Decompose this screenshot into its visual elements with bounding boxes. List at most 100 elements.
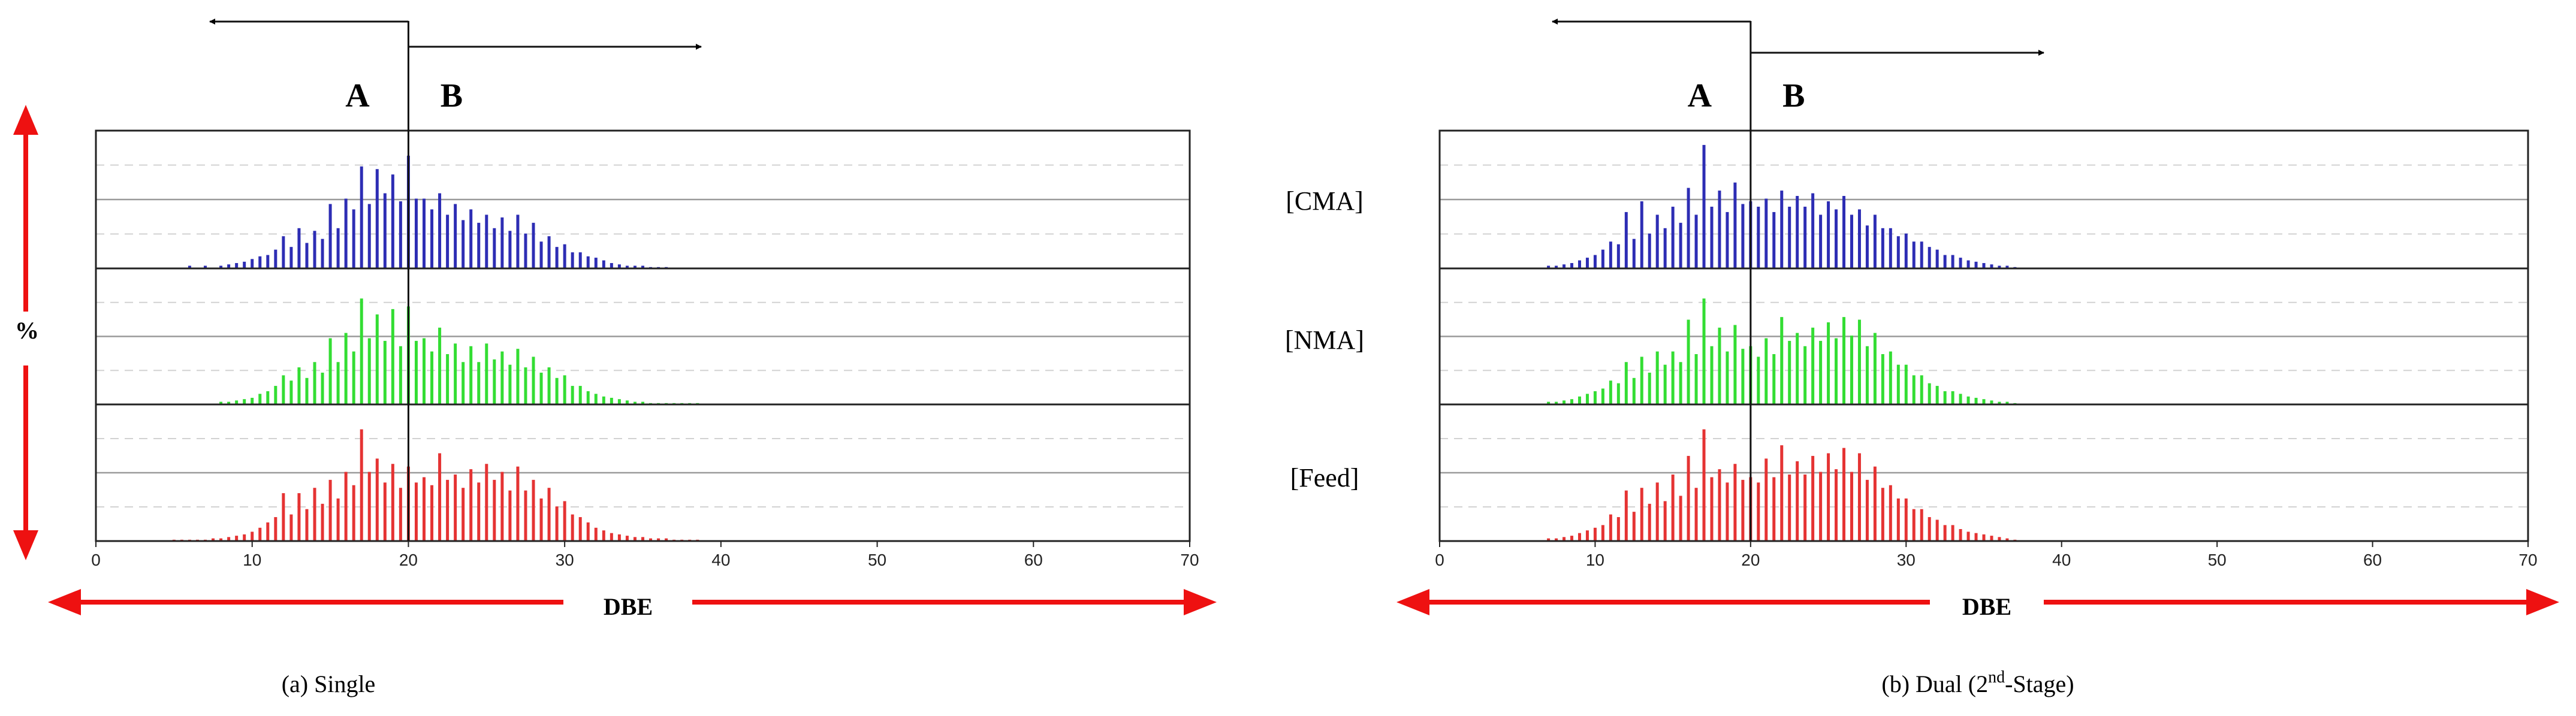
bar-nma-dual xyxy=(1803,346,1807,404)
bar-feed-single xyxy=(485,464,488,541)
bar-nma-dual xyxy=(1687,319,1690,404)
bar-feed-single xyxy=(547,488,551,541)
bar-cma-single xyxy=(282,236,285,268)
bar-cma-single xyxy=(438,193,442,268)
bar-nma-dual xyxy=(1679,362,1682,404)
bar-nma-single xyxy=(454,343,457,404)
bar-feed-single xyxy=(344,472,348,541)
panel-single: 0 10 20 30 40 50 60 70 A B DBE (a) Single xyxy=(48,19,1217,697)
bar-cma-dual xyxy=(2005,265,2009,268)
bar-cma-dual xyxy=(1912,241,1916,268)
bar-cma-single xyxy=(235,263,239,268)
bar-nma-single xyxy=(251,397,254,404)
bar-feed-single xyxy=(469,469,473,541)
bar-cma-single xyxy=(610,263,613,268)
x-tick-label-dual: 40 xyxy=(2052,551,2071,569)
bar-cma-single xyxy=(328,204,332,268)
bar-feed-dual xyxy=(1555,538,1558,541)
bar-feed-dual xyxy=(1959,529,1962,541)
bar-cma-dual xyxy=(1811,193,1815,268)
bar-cma-dual xyxy=(1663,228,1667,268)
bar-nma-dual xyxy=(1865,346,1869,404)
caption-single: (a) Single xyxy=(282,670,376,697)
bar-feed-dual xyxy=(1896,498,1900,541)
bar-feed-single xyxy=(524,490,527,541)
bar-cma-single xyxy=(423,198,426,268)
bar-cma-dual xyxy=(1827,201,1830,268)
bar-cma-dual xyxy=(1648,233,1651,268)
bar-nma-dual xyxy=(1593,391,1597,404)
bar-cma-dual xyxy=(1671,206,1675,268)
bar-feed-single xyxy=(665,538,668,541)
region-a-label-dual: A xyxy=(1688,77,1712,114)
bar-nma-single xyxy=(610,397,613,404)
bar-feed-dual xyxy=(1835,469,1838,541)
bar-nma-dual xyxy=(1990,400,1993,404)
bar-cma-single xyxy=(305,243,309,268)
bar-nma-single xyxy=(602,396,605,404)
ticks-single: 0 10 20 30 40 50 60 70 xyxy=(91,541,1199,569)
bar-nma-single xyxy=(383,340,387,404)
bar-nma-single xyxy=(274,386,277,404)
bar-nma-dual xyxy=(1788,340,1791,404)
bar-nma-dual xyxy=(1772,354,1776,404)
bar-cma-dual xyxy=(1577,260,1581,268)
bar-nma-dual xyxy=(1889,351,1892,404)
bar-feed-single xyxy=(258,527,262,541)
bar-feed-dual xyxy=(1563,537,1566,541)
bar-nma-dual xyxy=(1601,388,1604,404)
bar-feed-dual xyxy=(1616,517,1620,541)
bar-cma-dual xyxy=(1772,212,1776,268)
bar-cma-single xyxy=(571,252,574,268)
bar-nma-single xyxy=(633,401,637,404)
bar-feed-dual xyxy=(1577,533,1581,541)
bar-feed-single xyxy=(235,536,239,541)
bar-nma-dual xyxy=(1585,394,1589,404)
bar-nma-single xyxy=(578,386,582,404)
bar-feed-single xyxy=(493,479,496,541)
bar-cma-dual xyxy=(1632,238,1636,268)
bar-cma-dual xyxy=(1733,182,1737,268)
bar-feed-dual xyxy=(1811,455,1815,541)
bars-single xyxy=(172,155,699,541)
bar-nma-single xyxy=(297,367,301,404)
bar-feed-single xyxy=(414,482,418,541)
bar-feed-dual xyxy=(1982,534,1986,541)
bar-cma-single xyxy=(446,215,450,268)
bar-nma-dual xyxy=(1547,401,1551,404)
bar-nma-single xyxy=(367,338,371,404)
bar-nma-single xyxy=(594,394,598,404)
bar-nma-dual xyxy=(1857,319,1861,404)
bar-feed-dual xyxy=(1904,498,1908,541)
bar-feed-dual xyxy=(1585,530,1589,541)
bar-nma-dual xyxy=(1577,396,1581,404)
bar-nma-single xyxy=(289,380,293,404)
bar-feed-dual xyxy=(1694,488,1698,541)
bar-nma-dual xyxy=(1896,364,1900,404)
bar-nma-single xyxy=(524,367,527,404)
bar-feed-dual xyxy=(1842,448,1846,541)
bar-feed-dual xyxy=(1827,453,1830,541)
bar-cma-single xyxy=(274,249,277,268)
bar-nma-single xyxy=(336,362,340,404)
bar-cma-dual xyxy=(1803,206,1807,268)
bar-feed-dual xyxy=(1624,490,1628,541)
bar-cma-single xyxy=(454,204,457,268)
bar-nma-single xyxy=(321,372,324,404)
region-b-label-single: B xyxy=(441,77,463,114)
bar-cma-dual xyxy=(1726,212,1729,268)
x-axis-label-single: DBE xyxy=(604,593,653,620)
bar-nma-single xyxy=(399,346,402,404)
bar-nma-dual xyxy=(1718,327,1721,404)
bar-feed-single xyxy=(282,493,285,541)
bar-cma-dual xyxy=(1710,206,1714,268)
bar-cma-single xyxy=(508,231,512,268)
bar-cma-single xyxy=(594,258,598,268)
bar-feed-single xyxy=(563,501,566,541)
bar-nma-dual xyxy=(1632,377,1636,404)
bar-feed-single xyxy=(375,458,379,541)
bar-nma-single xyxy=(344,333,348,404)
bar-nma-single xyxy=(258,394,262,404)
bar-nma-single xyxy=(446,354,450,404)
bar-feed-dual xyxy=(1920,509,1923,541)
